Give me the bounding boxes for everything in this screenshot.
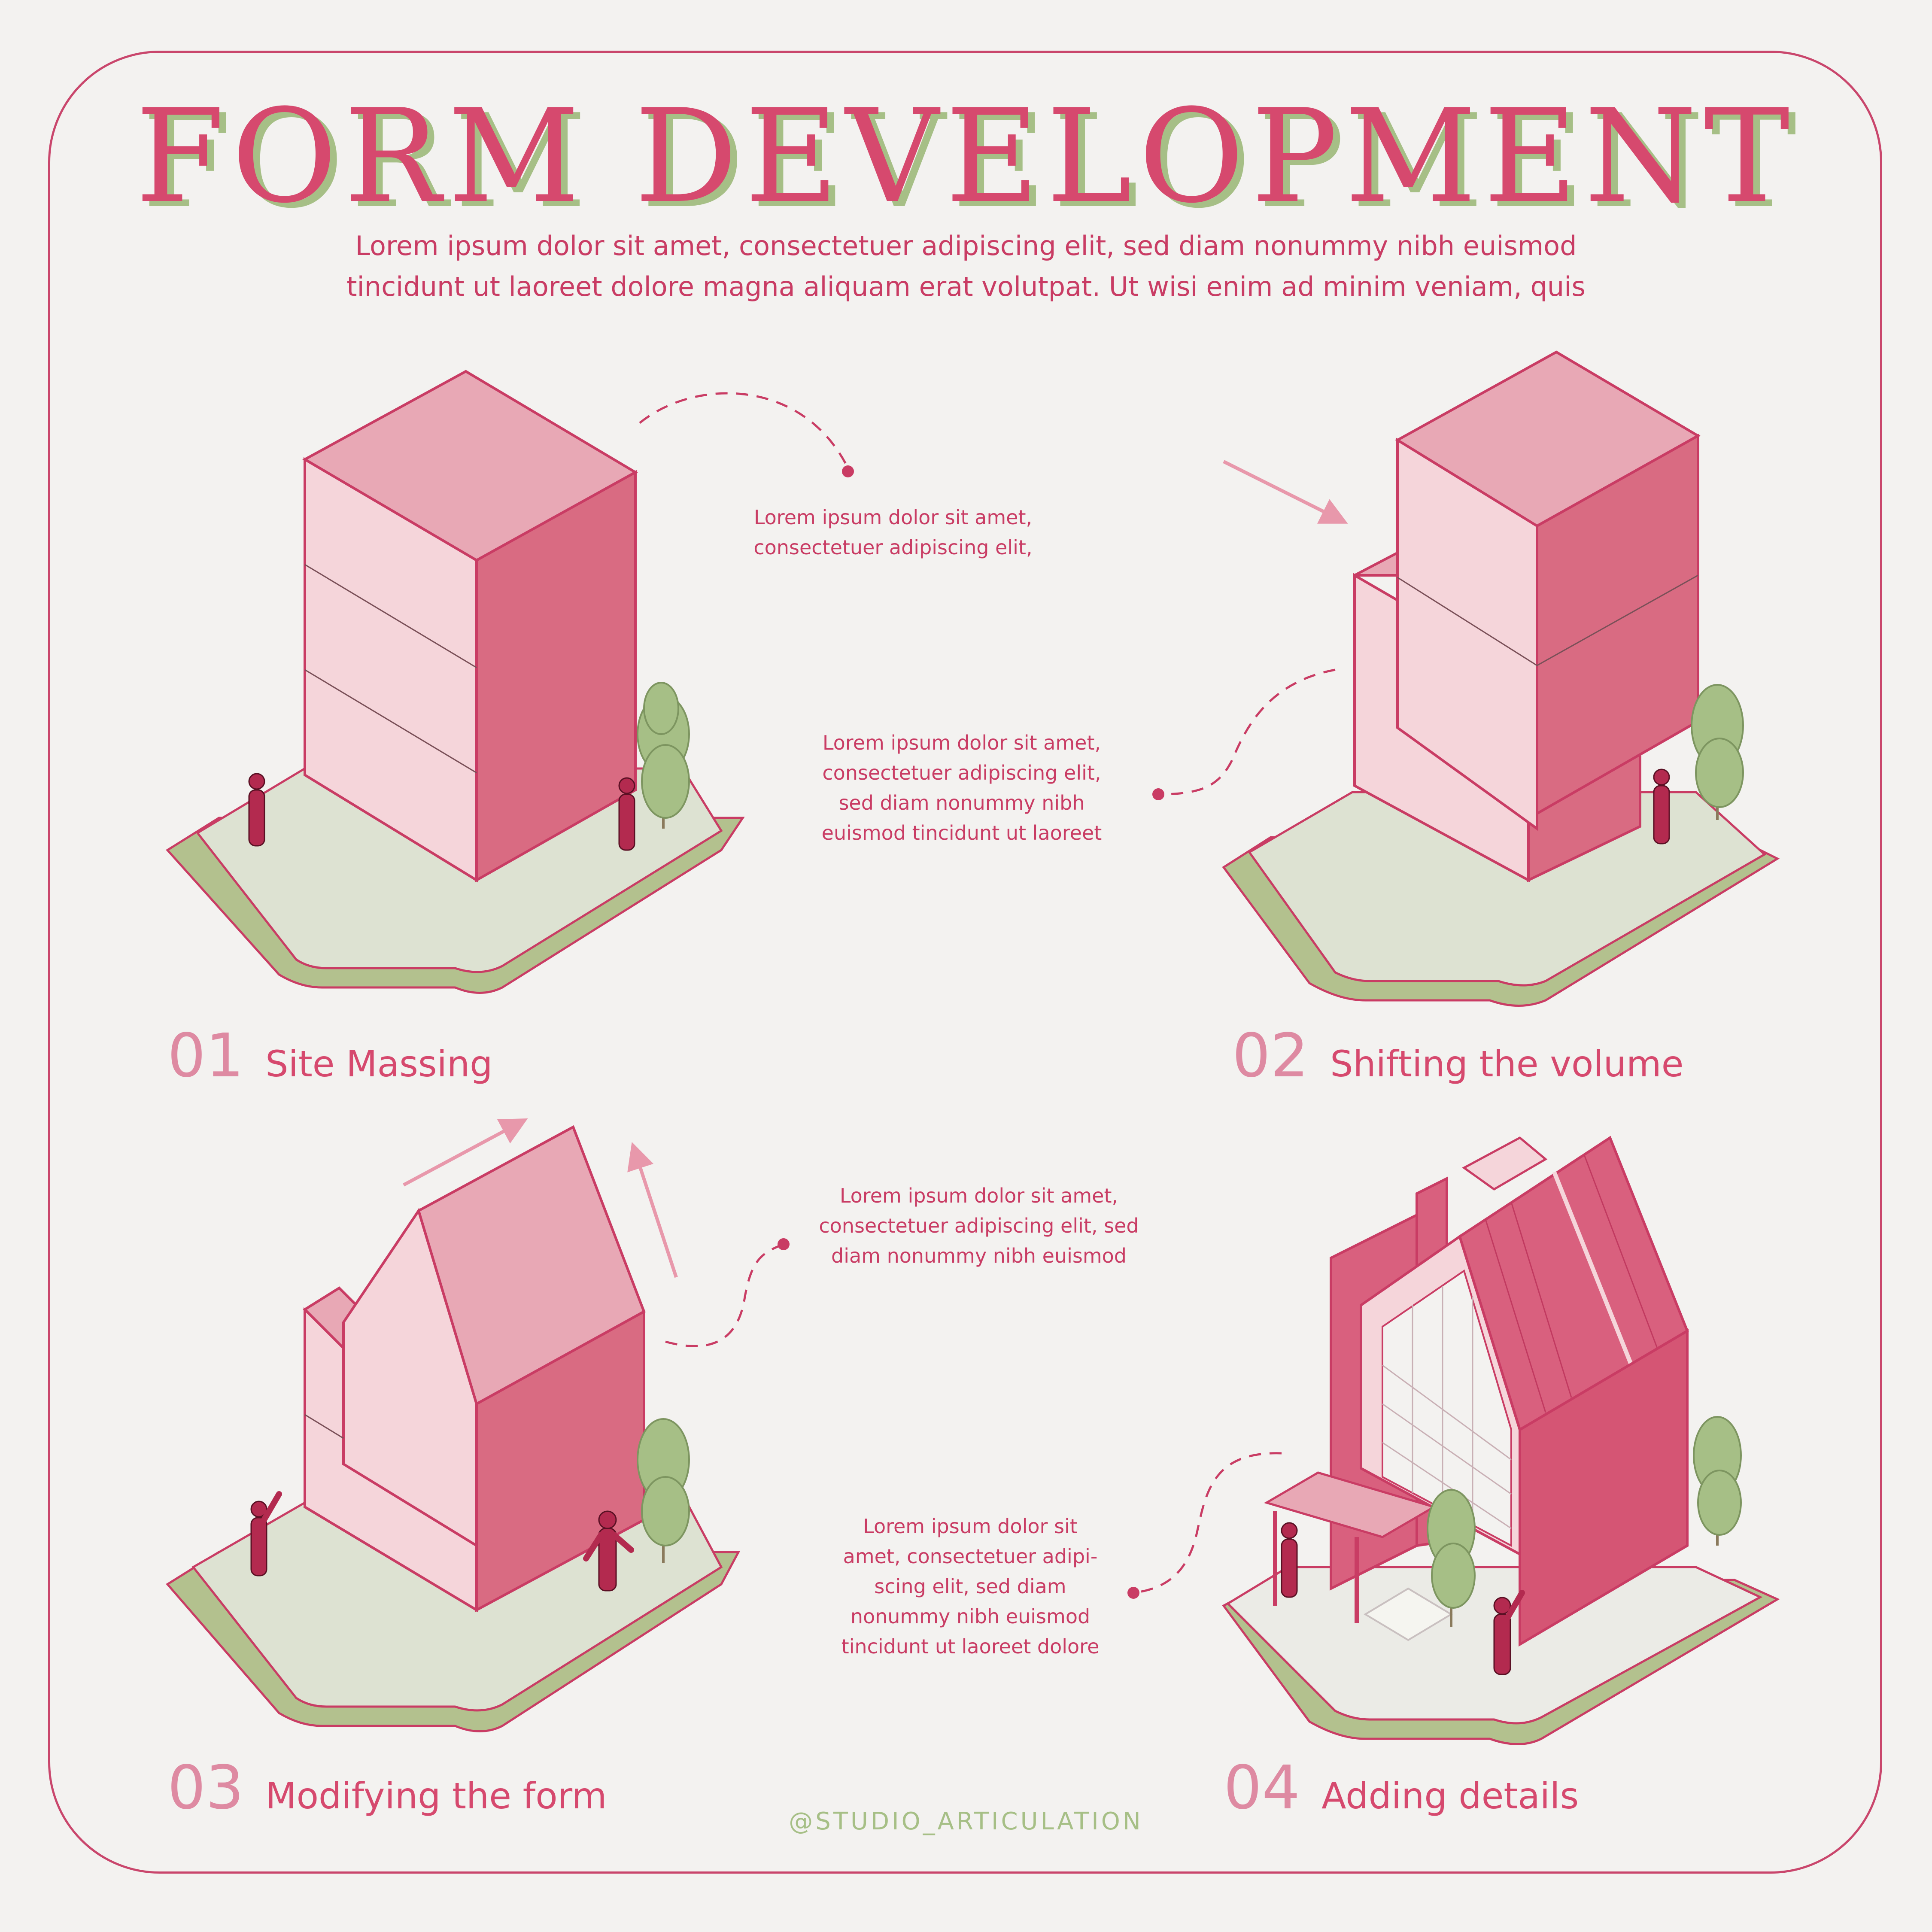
- tree: [1693, 1416, 1742, 1546]
- subtitle-line: tincidunt ut laoreet dolore magna aliqua…: [346, 271, 1586, 302]
- step-title: Shifting the volume: [1330, 1043, 1684, 1085]
- note-1: Lorem ipsum dolor sit amet, consectetuer…: [730, 502, 1056, 562]
- step-1-label: 01 Site Massing: [167, 1026, 493, 1086]
- roof-seams: [1485, 1154, 1658, 1413]
- page-subtitle: Lorem ipsum dolor sit amet, consectetuer…: [258, 225, 1674, 307]
- step-number: 01: [167, 1021, 244, 1091]
- note-line: consectetuer adipiscing elit,: [753, 536, 1033, 559]
- tree: [637, 682, 690, 829]
- connector-dots: [778, 465, 1164, 1599]
- person-figure: [1653, 769, 1670, 844]
- page-title: FORM DEVELOPMENT: [135, 82, 1797, 231]
- person-figure: [1281, 1522, 1298, 1598]
- tree: [1691, 684, 1744, 820]
- step-4-illustration: [1222, 1136, 1780, 1745]
- step-title: Site Massing: [265, 1043, 493, 1085]
- upper-volume: [1395, 350, 1701, 831]
- gabled-volume: [303, 1125, 646, 1613]
- detailed-house: [1330, 1136, 1689, 1647]
- tree: [637, 1418, 690, 1563]
- note-line: Lorem ipsum dolor sit amet,: [753, 506, 1033, 529]
- note-line: sed diam nonummy nibh: [838, 791, 1085, 814]
- step-4-label: 04 Adding details: [1224, 1758, 1579, 1818]
- window-grid: [1382, 1286, 1512, 1529]
- step-2-illustration: [1222, 350, 1780, 1007]
- note-2: Lorem ipsum dolor sit amet, consectetuer…: [790, 728, 1133, 848]
- step-number: 03: [167, 1753, 244, 1823]
- note-line: amet, consectetuer adipi-: [843, 1545, 1098, 1568]
- connector-lines: [639, 392, 1336, 1594]
- massing-box: [302, 370, 638, 883]
- step-number: 02: [1232, 1021, 1309, 1091]
- step-title: Adding details: [1321, 1775, 1579, 1817]
- person-figure: [618, 777, 635, 851]
- shift-arrow: [1223, 460, 1348, 524]
- border-frame: [48, 51, 1882, 1874]
- credit-handle: @STUDIO_ARTICULATION: [789, 1807, 1143, 1835]
- roof-arrow: [627, 1142, 678, 1278]
- note-3: Lorem ipsum dolor sit amet, consectetuer…: [790, 1181, 1168, 1271]
- step-2-label: 02 Shifting the volume: [1232, 1026, 1683, 1086]
- note-line: consectetuer adipiscing elit, sed: [819, 1214, 1139, 1237]
- tree: [1427, 1489, 1476, 1627]
- person-figure: [1493, 1590, 1525, 1675]
- person-figure: [250, 1491, 282, 1577]
- person-figure: [248, 773, 265, 847]
- note-line: scing elit, sed diam: [874, 1575, 1066, 1598]
- site-base: [1222, 791, 1780, 1007]
- step-title: Modifying the form: [265, 1775, 607, 1817]
- note-4: Lorem ipsum dolor sit amet, consectetuer…: [807, 1511, 1133, 1662]
- note-line: consectetuer adipiscing elit,: [822, 761, 1101, 784]
- note-line: tincidunt ut laoreet dolore: [841, 1635, 1100, 1658]
- step-3-illustration: [166, 1118, 741, 1732]
- person-figure: [583, 1510, 634, 1592]
- note-line: euismod tincidunt ut laoreet: [821, 821, 1102, 844]
- step-1-illustration: [166, 370, 745, 994]
- note-line: Lorem ipsum dolor sit amet,: [822, 731, 1101, 754]
- step-3-label: 03 Modifying the form: [167, 1758, 607, 1818]
- subtitle-line: Lorem ipsum dolor sit amet, consectetuer…: [355, 230, 1577, 261]
- step-number: 04: [1224, 1753, 1300, 1823]
- roof-arrow: [403, 1118, 528, 1187]
- note-line: diam nonummy nibh euismod: [831, 1244, 1127, 1267]
- note-line: Lorem ipsum dolor sit: [863, 1515, 1078, 1538]
- note-line: nonummy nibh euismod: [850, 1605, 1091, 1628]
- note-line: Lorem ipsum dolor sit amet,: [839, 1184, 1118, 1207]
